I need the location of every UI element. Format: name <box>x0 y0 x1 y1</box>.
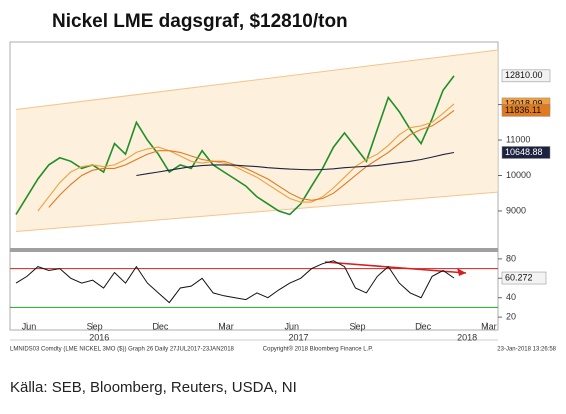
value-tag <box>501 69 551 83</box>
rsi-tick-label: 80 <box>506 253 516 263</box>
footer-ticker: LMNIDS03 Comdty (LME NICKEL 3MO ($)) Gra… <box>10 347 235 353</box>
value-tag-label: 11836.11 <box>505 105 541 115</box>
x-tick-label: Dec <box>415 321 432 331</box>
panel-separator <box>10 248 498 252</box>
channel-fill <box>16 49 498 232</box>
x-tick-label: Jun <box>22 321 37 331</box>
value-tag <box>501 104 551 117</box>
year-label: 2018 <box>457 332 477 342</box>
y-tick-label: 10000 <box>506 170 531 180</box>
year-label: 2017 <box>288 332 308 342</box>
channel-line <box>15 191 498 233</box>
value-tag-label: 12810.00 <box>505 70 543 80</box>
chart-title: Nickel LME dagsgraf, $12810/ton <box>52 11 348 32</box>
rsi-tag-label: 60.272 <box>505 272 533 282</box>
footer-timestamp: 23-Jan-2018 13:26:58 <box>497 347 556 353</box>
source-note: Källa: SEB, Bloomberg, Reuters, USDA, NI <box>10 379 297 396</box>
x-tick-label: Sep <box>349 321 365 331</box>
price-line <box>48 109 455 208</box>
y-tick-label: 9000 <box>506 205 526 215</box>
value-tag-label: 12018.09 <box>505 98 543 108</box>
x-tick-label: Mar <box>481 321 497 331</box>
price-line <box>15 75 455 216</box>
channel-line <box>15 49 498 111</box>
rsi-tick-label: 40 <box>506 292 516 302</box>
value-tag <box>501 146 551 159</box>
x-tick-label: Jun <box>284 321 299 331</box>
year-label: 2016 <box>89 332 109 342</box>
rsi-line <box>15 260 455 304</box>
x-tick-label: Sep <box>87 321 103 331</box>
x-tick-label: Dec <box>152 321 169 331</box>
price-line <box>136 151 455 177</box>
rsi-tag <box>501 271 547 285</box>
footer-copyright: Copyright® 2018 Bloomberg Finance L.P. <box>263 346 374 353</box>
rsi-tick-label: 20 <box>506 311 516 321</box>
y-tick-label: 11000 <box>506 134 530 144</box>
price-line <box>37 103 455 212</box>
x-tick-label: Mar <box>218 321 234 331</box>
rsi-trend-arrow <box>457 268 466 276</box>
value-tag-label: 10648.88 <box>505 147 543 157</box>
